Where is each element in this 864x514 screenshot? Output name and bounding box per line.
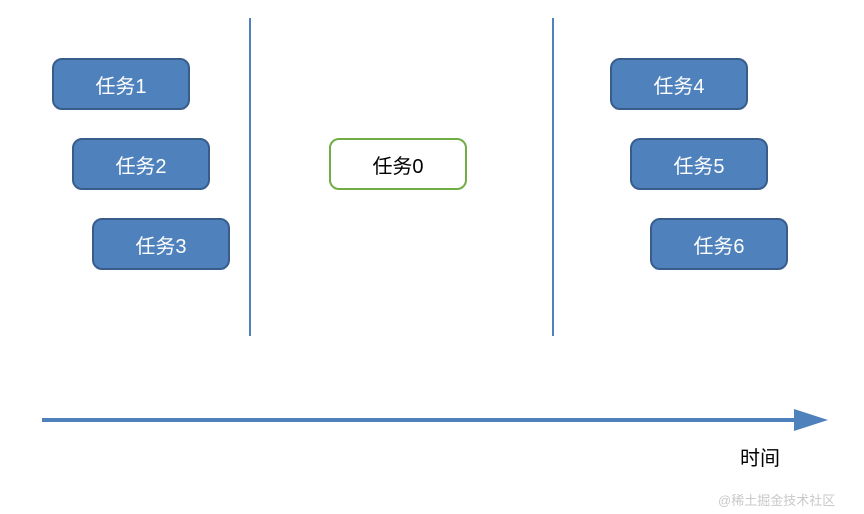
task-label: 任务4 [653,70,704,99]
task-label: 任务6 [693,230,744,259]
task-box-4: 任务4 [610,58,748,110]
divider-right [552,18,554,336]
task-label: 任务2 [115,150,166,179]
watermark: @稀土掘金技术社区 [718,490,835,509]
task-box-6: 任务6 [650,218,788,270]
task-label: 任务5 [673,150,724,179]
task-label: 任务1 [95,70,146,99]
time-arrow [42,405,862,435]
divider-left [249,18,251,336]
task-box-3: 任务3 [92,218,230,270]
diagram-stage: 任务1 任务2 任务3 任务0 任务4 任务5 任务6 时间 @稀土掘金技术社区 [0,0,864,514]
task-label: 任务0 [372,150,423,179]
task-box-5: 任务5 [630,138,768,190]
task-box-0: 任务0 [329,138,467,190]
task-box-2: 任务2 [72,138,210,190]
task-label: 任务3 [135,230,186,259]
axis-label: 时间 [740,442,780,471]
task-box-1: 任务1 [52,58,190,110]
